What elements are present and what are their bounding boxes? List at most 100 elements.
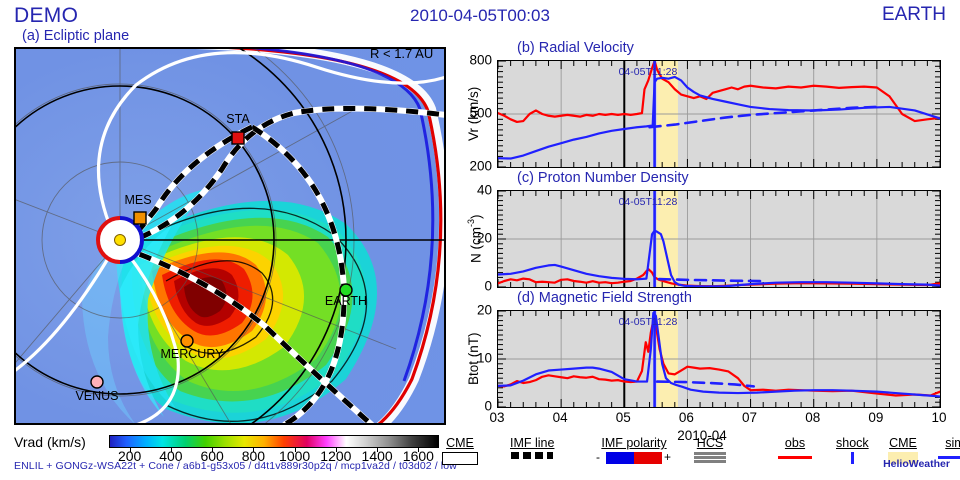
legend-item-shock: shock: [836, 436, 869, 464]
xtick-label: 09: [868, 410, 884, 425]
legend-swatch-blue-line: [938, 456, 960, 459]
body-mercury: MERCURY: [161, 334, 225, 361]
body-sta: STA: [226, 112, 250, 145]
colorbar-tick: 400: [159, 448, 183, 464]
xtick-label: 04: [552, 410, 568, 425]
colorbar-tickmark: [170, 447, 172, 452]
colorbar-gradient: [109, 435, 439, 448]
legend-label: IMF polarity: [601, 436, 667, 450]
legend-label: obs: [784, 436, 806, 450]
colorbar-label: Vrad (km/s): [14, 434, 86, 450]
colorbar-tick: 1200: [320, 448, 352, 464]
colorbar-tickmark: [129, 447, 131, 452]
xaxis-label: 2010-04: [677, 428, 727, 443]
legend-label: HCS: [696, 436, 724, 450]
xtick-label: 10: [931, 410, 947, 425]
shock-time-annotation: 04-05T11:28: [619, 196, 678, 208]
chart-radial-velocity: 04-05T11:28: [497, 60, 941, 168]
model-configuration-string: ENLIL + GONGz-WSA22t + Cone / a6b1-g53x0…: [14, 460, 457, 472]
colorbar-tickmark: [294, 447, 296, 452]
label-earth: EARTH: [325, 294, 367, 308]
colorbar-tick: 1400: [361, 448, 393, 464]
legend-swatch-hcs-lines: [694, 452, 726, 463]
legend-label: IMF line: [510, 436, 555, 450]
legend-item-imf-line: IMF line: [510, 436, 554, 459]
run-timestamp: 2010-04-05T00:03: [410, 6, 550, 25]
xtick-label: 06: [678, 410, 694, 425]
ytick-label: 20: [476, 230, 492, 246]
watermark: HelioWeather: [883, 458, 950, 470]
colorbar-tick: 600: [200, 448, 224, 464]
ytick-label: 0: [484, 278, 492, 294]
label-mes: MES: [124, 193, 151, 207]
plot-area: 04-05T11:28: [498, 191, 940, 287]
marker-mercury: [180, 334, 194, 348]
ytick-label: 0: [484, 398, 492, 414]
legend-swatch-cme-box: [442, 452, 478, 465]
label-venus: VENUS: [75, 389, 118, 403]
series-sim: [498, 229, 940, 287]
series-sim-ambient: [648, 105, 879, 129]
ytick-label: 10: [476, 350, 492, 366]
colorbar-tickmark: [212, 447, 214, 452]
polarity-red: [634, 452, 662, 464]
shock-time-annotation: 04-05T11:28: [619, 316, 678, 328]
colorbar-tick: 800: [241, 448, 266, 464]
legend-item-obs: obs: [778, 436, 812, 459]
chart-proton-number-density: 04-05T11:28: [497, 190, 941, 288]
label-mercury: MERCURY: [161, 347, 225, 361]
legend-swatch-blue-tick: [850, 452, 854, 464]
label-sta: STA: [226, 112, 250, 126]
legend-item-hcs: HCS: [694, 436, 726, 463]
panel-title-magnetic-field: (d) Magnetic Field Strength: [517, 290, 692, 306]
series-sim: [498, 311, 940, 398]
series-sim-ambient: [655, 380, 756, 388]
legend-item-imf-polarity: IMF polarity - +: [596, 436, 672, 464]
marker-sta: [231, 131, 245, 145]
chart-magnetic-field-strength: 04-05T11:28: [497, 310, 941, 408]
body-venus: VENUS: [75, 375, 119, 403]
body-earth: EARTH: [325, 283, 367, 308]
figure-legend: CME IMF line IMF polarity - + HCS obs shock CME s…: [432, 436, 960, 476]
legend-item-cme-outline: CME: [442, 436, 478, 465]
ytick-label: 20: [476, 302, 492, 318]
vrad-colorbar: Vrad (km/s) 200 400 600 800 1000 1200 1400 1600: [14, 432, 450, 478]
colorbar-tickmark: [377, 447, 379, 452]
ecliptic-plane-plot: STAMESEARTHMERCURYVENUSSTBMARS: [14, 47, 446, 425]
polarity-positive: +: [664, 450, 672, 464]
colorbar-tick: 200: [117, 448, 142, 464]
colorbar-tick: 1600: [402, 448, 434, 464]
legend-swatch-imf-dashed: [511, 452, 554, 459]
panel-title-proton-density: (c) Proton Number Density: [517, 170, 689, 186]
colorbar-ticklabels: 200 400 600 800 1000 1200 1400 1600: [109, 448, 441, 464]
body-mes: MES: [124, 193, 152, 225]
ytick-label: 500: [469, 105, 492, 121]
legend-item-cme-band: CME: [888, 436, 918, 464]
colorbar-tickmark: [335, 447, 337, 452]
panel-title-radial-velocity: (b) Radial Velocity: [517, 40, 634, 56]
legend-label: sim: [945, 436, 960, 450]
ytick-label: 200: [469, 158, 492, 174]
colorbar-tickmarks: [109, 447, 439, 452]
ytick-label: 40: [476, 182, 492, 198]
xtick-label: 03: [489, 410, 505, 425]
legend-label: shock: [836, 436, 869, 450]
radius-limit-label: R < 1.7 AU: [370, 46, 434, 61]
xtick-label: 05: [615, 410, 631, 425]
ytick-label: 800: [469, 52, 492, 68]
marker-venus: [90, 375, 104, 389]
marker-earth: [339, 283, 353, 297]
plot-area: 04-05T11:28: [498, 311, 940, 407]
series-sim-ambient: [657, 277, 762, 283]
legend-item-sim: sim: [938, 436, 960, 459]
polarity-negative: -: [596, 450, 600, 464]
colorbar-tick: 1000: [279, 448, 311, 464]
series-sim: [498, 75, 940, 160]
target-label: EARTH: [881, 4, 946, 25]
polarity-blue: [606, 452, 634, 464]
ecliptic-panel-title: (a) Ecliptic plane: [22, 28, 130, 44]
shock-time-annotation: 04-05T11:28: [619, 66, 678, 78]
legend-swatch-red-line: [778, 456, 812, 459]
demo-label: DEMO: [14, 4, 79, 27]
